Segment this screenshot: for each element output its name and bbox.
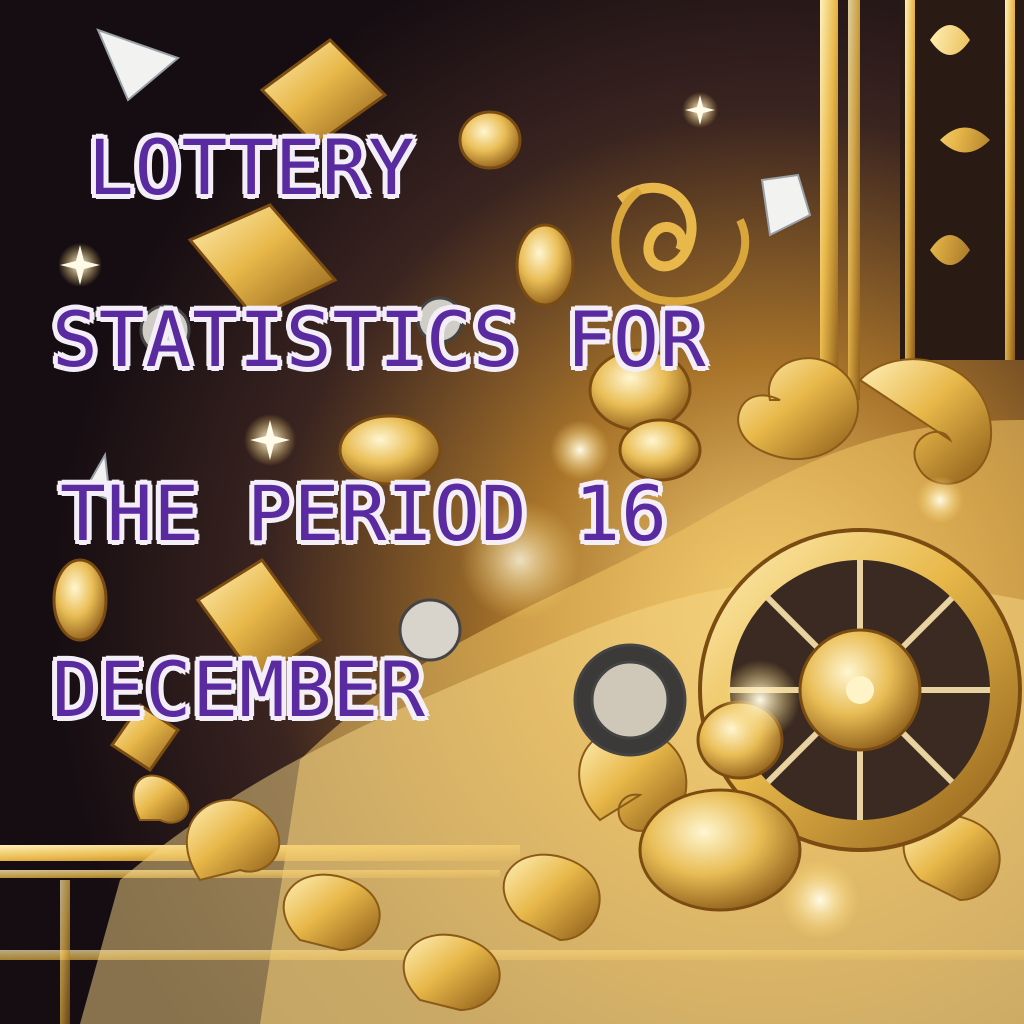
headline-line-2: STATISTICS FOR bbox=[52, 295, 707, 384]
diamond-icon bbox=[83, 28, 812, 502]
headline-line-4: DECEMBER bbox=[52, 645, 427, 734]
headline-line-1: LOTTERY bbox=[88, 123, 416, 212]
roulette-wheel-icon bbox=[698, 528, 1022, 852]
gold-card-icon bbox=[109, 38, 388, 773]
gold-coin-icon bbox=[52, 110, 802, 912]
headline-line-3: THE PERIOD 16 bbox=[60, 469, 668, 558]
sparkle-icon bbox=[58, 92, 964, 940]
silver-chip-icon bbox=[139, 296, 687, 757]
